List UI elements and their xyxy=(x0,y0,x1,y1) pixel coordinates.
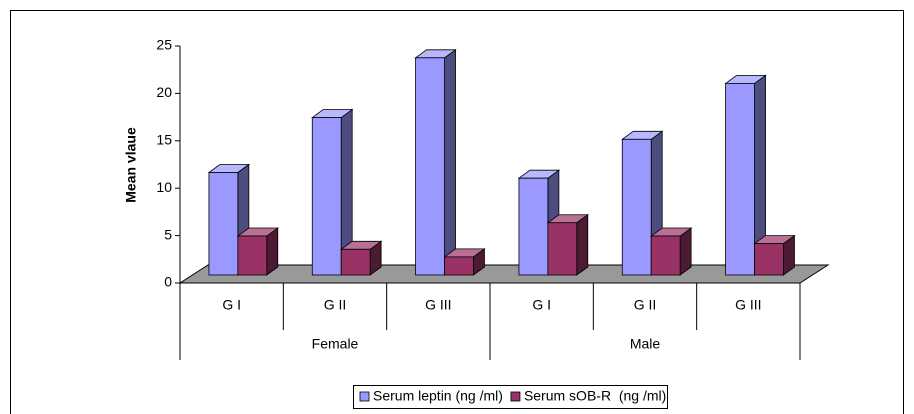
legend-label: Serum leptin (ng /ml) xyxy=(373,388,503,404)
bar xyxy=(650,235,681,276)
y-tick-label: 15 xyxy=(156,132,172,148)
group-label: Female xyxy=(312,336,359,352)
legend-label: Serum sOB-R (ng /ml) xyxy=(524,388,666,404)
x-tick-label: G I xyxy=(222,297,241,313)
bar xyxy=(311,117,342,276)
y-tick-label: 20 xyxy=(156,84,172,100)
x-tick-label: G I xyxy=(532,297,551,313)
legend-swatch xyxy=(359,391,370,402)
bar-side xyxy=(576,213,589,276)
bar xyxy=(415,57,445,276)
x-tick-label: G II xyxy=(634,297,657,313)
bar xyxy=(754,243,784,276)
y-tick-label: 0 xyxy=(164,274,172,290)
bar-side xyxy=(444,49,456,276)
x-tick-label: G II xyxy=(324,297,347,313)
legend xyxy=(353,385,668,409)
y-tick-label: 10 xyxy=(156,179,172,195)
legend-swatch xyxy=(510,391,521,402)
x-tick-label: G III xyxy=(735,297,761,313)
bar xyxy=(237,235,268,276)
bar xyxy=(444,256,474,276)
group-label: Male xyxy=(630,336,661,352)
bar xyxy=(725,82,755,276)
y-tick-label: 25 xyxy=(156,37,172,53)
bar xyxy=(518,177,549,276)
bar xyxy=(621,138,652,276)
y-tick-label: 5 xyxy=(164,226,172,242)
x-tick-label: G III xyxy=(425,297,451,313)
y-axis-label: Mean vlaue xyxy=(123,127,139,203)
bar xyxy=(547,222,578,276)
chart-border xyxy=(10,10,904,414)
bar xyxy=(340,248,371,276)
bar xyxy=(208,172,239,276)
